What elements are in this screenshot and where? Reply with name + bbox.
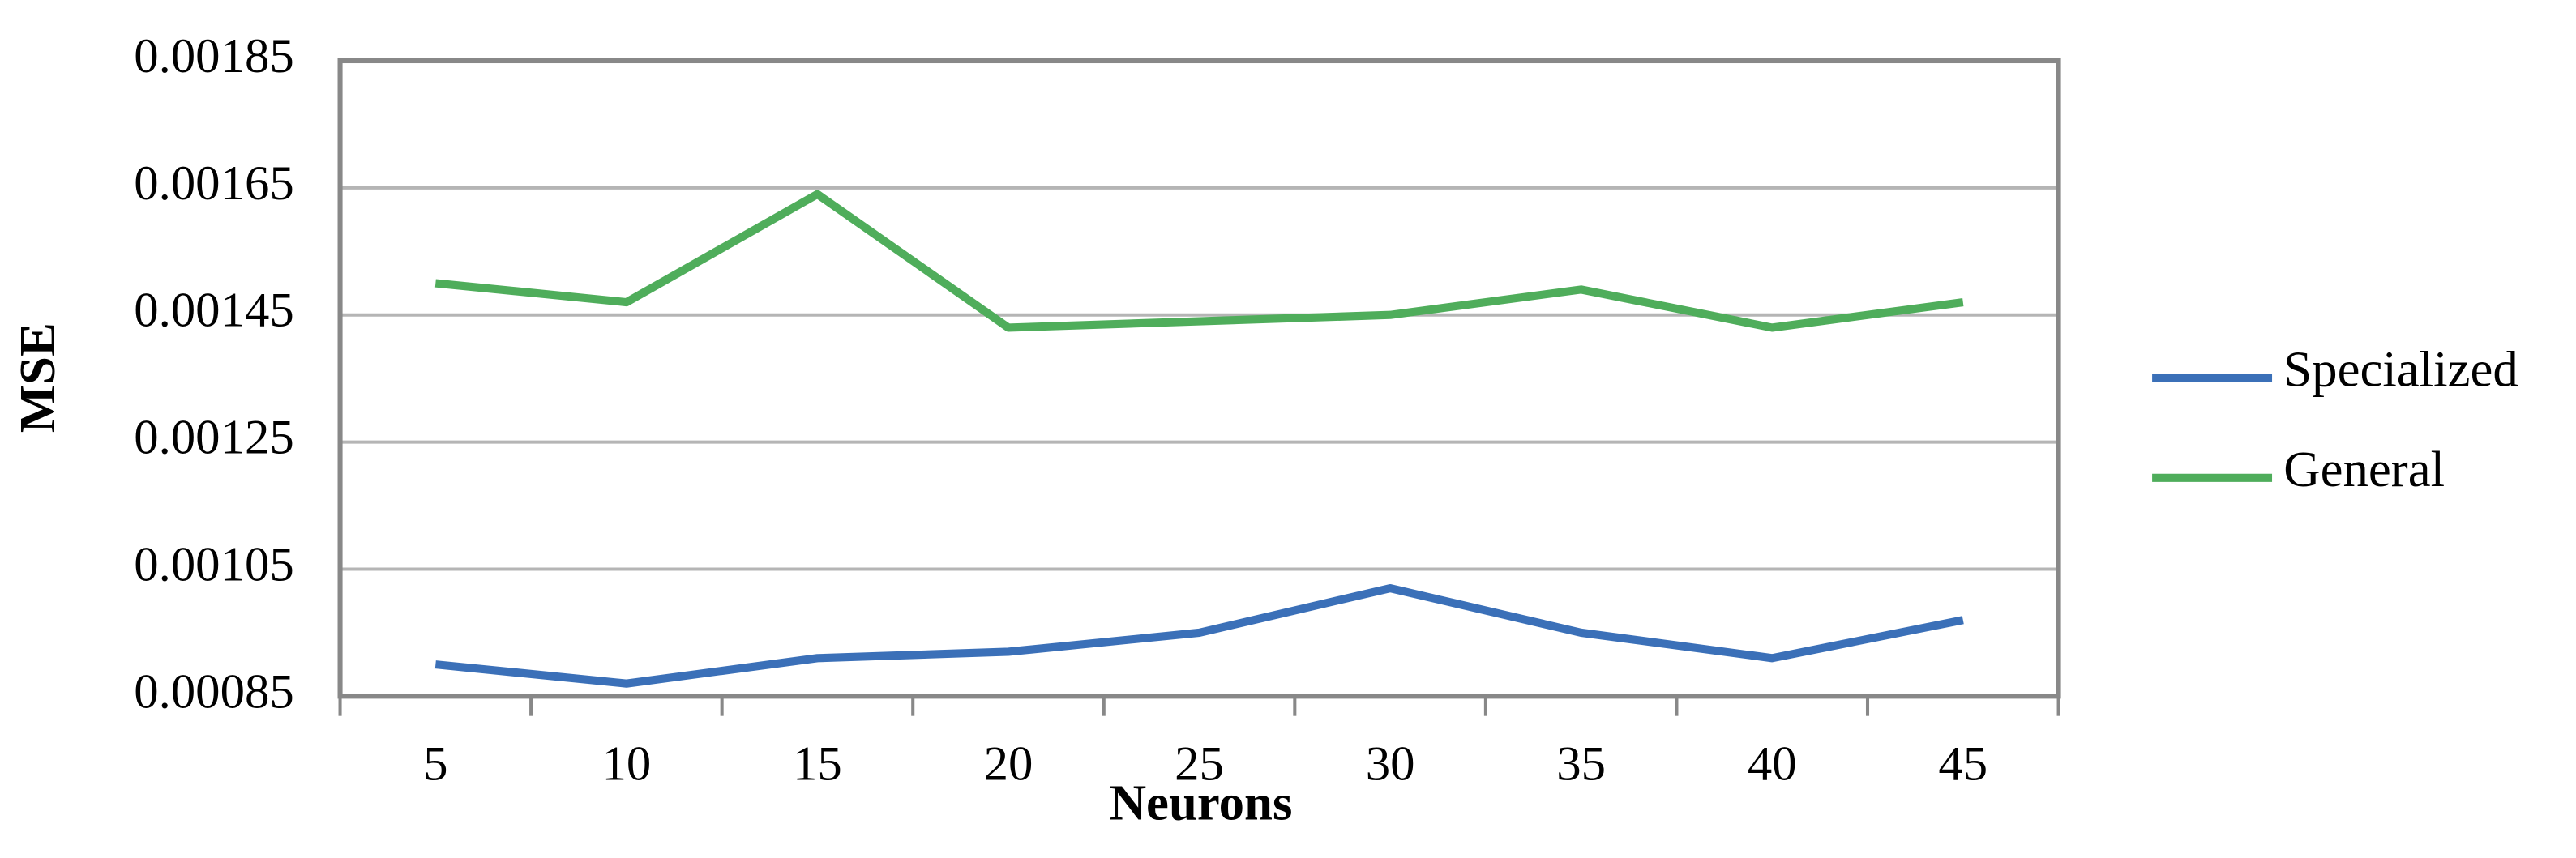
- legend-label: General: [2283, 441, 2445, 497]
- x-axis-title: Neurons: [1110, 775, 1293, 831]
- series-line: [434, 583, 1964, 688]
- y-tick-label: 0.00085: [134, 664, 294, 719]
- y-tick-label: 0.00145: [134, 284, 294, 338]
- x-tick-label: 20: [984, 736, 1033, 791]
- x-tick-label: 35: [1556, 736, 1606, 791]
- y-tick-label: 0.00185: [134, 29, 294, 83]
- x-tick-label: 40: [1748, 736, 1797, 791]
- y-tick-label: 0.00125: [134, 411, 294, 465]
- x-tick-label: 30: [1366, 736, 1415, 791]
- x-tick-label: 15: [793, 736, 842, 791]
- x-tick-label: 25: [1175, 736, 1224, 791]
- y-tick-label: 0.00165: [134, 156, 294, 211]
- y-axis-title: MSE: [9, 322, 66, 433]
- x-tick-label: 45: [1938, 736, 1988, 791]
- series-line: [434, 190, 1964, 332]
- y-tick-label: 0.00105: [134, 537, 294, 591]
- x-tick-label: 5: [423, 736, 447, 791]
- legend-label: Specialized: [2283, 341, 2518, 398]
- x-tick-label: 10: [601, 736, 651, 791]
- plot-border: [337, 58, 2061, 699]
